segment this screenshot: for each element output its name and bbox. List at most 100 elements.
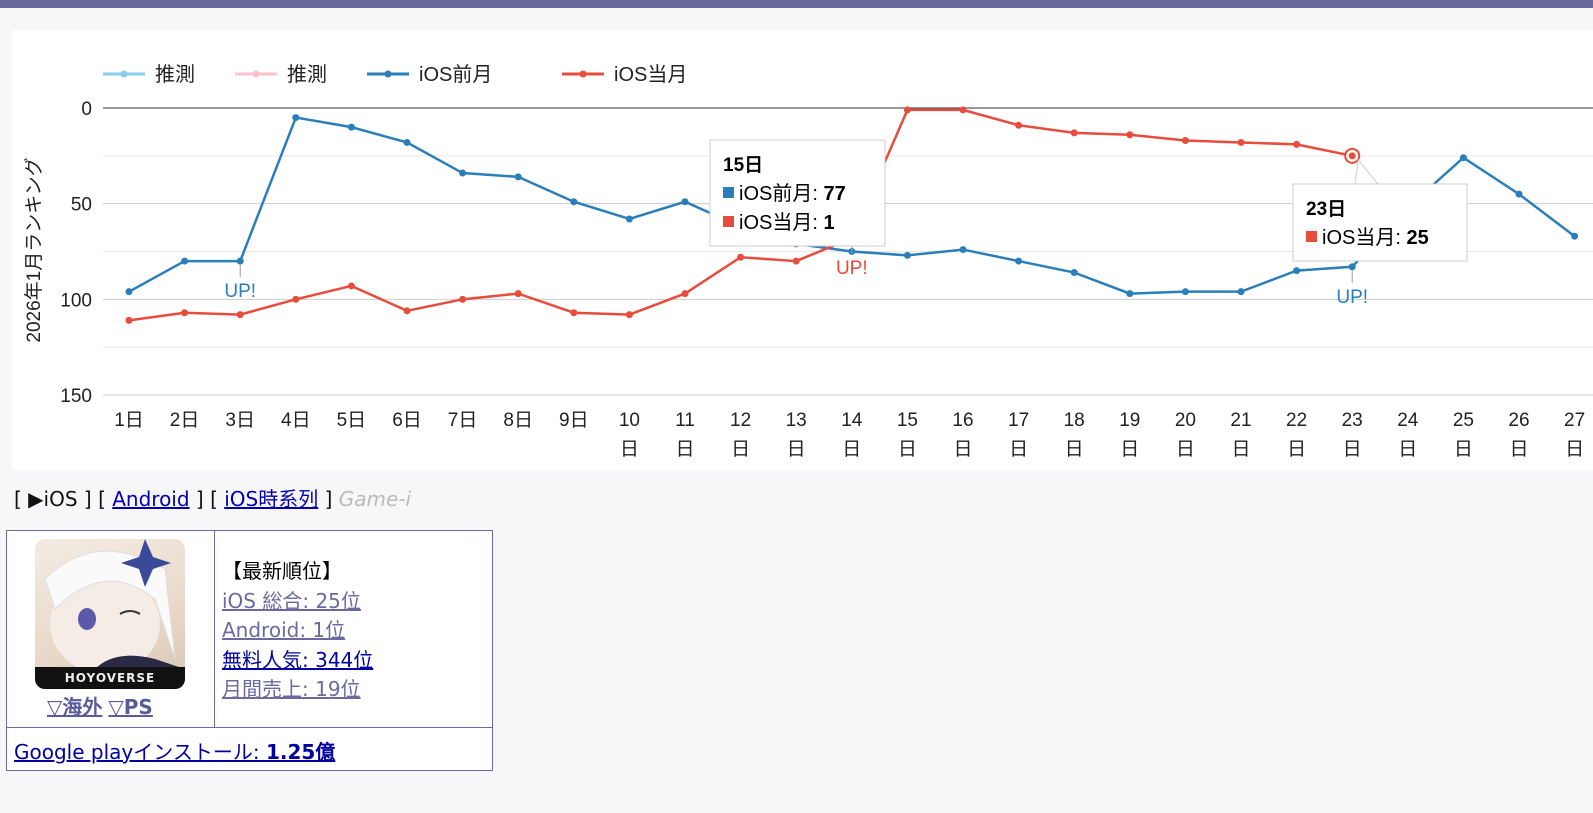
data-point bbox=[1237, 138, 1245, 146]
data-point bbox=[1015, 121, 1023, 129]
legend-marker bbox=[252, 70, 260, 78]
data-point bbox=[1015, 257, 1023, 265]
data-point bbox=[236, 311, 244, 319]
x-tick-label: 10日 bbox=[618, 410, 640, 460]
tooltip: 23日 iOS当月: 25 bbox=[1292, 158, 1468, 262]
rank-free-link[interactable]: 無料人気: 344位 bbox=[222, 647, 374, 672]
data-point bbox=[181, 257, 189, 265]
x-tick-label: 13日 bbox=[785, 410, 807, 460]
tooltip-swatch bbox=[1306, 231, 1317, 242]
overseas-link[interactable]: ▽海外 bbox=[47, 695, 103, 719]
legend-marker bbox=[579, 70, 587, 78]
y-tick-label: 100 bbox=[60, 290, 92, 311]
data-point bbox=[347, 123, 355, 131]
data-point bbox=[1070, 269, 1078, 277]
x-tick-label: 17日 bbox=[1008, 410, 1030, 460]
platform-nav: [ ▶iOS ] [ Android ] [ iOS時系列 ] Game-i bbox=[14, 487, 412, 511]
data-point bbox=[125, 288, 133, 296]
data-point bbox=[1237, 288, 1245, 296]
annotation-label: UP! bbox=[224, 281, 256, 302]
x-tick-label: 16日 bbox=[952, 410, 974, 460]
install-row: Google playインストール: 1.25億 bbox=[7, 727, 492, 771]
tooltip-row-label: iOS前月: bbox=[739, 182, 823, 205]
x-tick-label: 7日 bbox=[447, 410, 478, 431]
x-tick-label: 20日 bbox=[1174, 410, 1196, 460]
annotation-label: UP! bbox=[836, 258, 868, 279]
highlight-point bbox=[1348, 152, 1356, 160]
tooltip-box bbox=[1292, 183, 1468, 262]
tooltip-box bbox=[709, 139, 886, 247]
nav-timeseries-link[interactable]: iOS時系列 bbox=[224, 487, 319, 511]
x-tick-label: 12日 bbox=[730, 410, 752, 460]
data-point bbox=[903, 251, 911, 259]
app-info-table: HOYOVERSE ▽海外 ▽PS 【最新順位】 iOS 総合: 25位 Andr… bbox=[6, 530, 493, 771]
data-point bbox=[292, 114, 300, 122]
x-tick-label: 1日 bbox=[114, 410, 144, 431]
app-icon-image[interactable]: HOYOVERSE bbox=[35, 539, 185, 689]
nav-android-link[interactable]: Android bbox=[112, 487, 190, 511]
rank-ios-link[interactable]: iOS 総合: 25位 bbox=[222, 588, 361, 613]
tooltip-row-label: iOS当月: bbox=[1322, 226, 1406, 249]
x-tick-label: 2日 bbox=[169, 410, 200, 431]
x-tick-label: 25日 bbox=[1452, 410, 1474, 460]
rank-heading: 【最新順位】 bbox=[222, 559, 342, 583]
install-label: Google playインストール: bbox=[14, 740, 266, 764]
data-point bbox=[1070, 129, 1078, 137]
data-point bbox=[903, 106, 911, 114]
y-tick-label: 0 bbox=[81, 99, 92, 120]
x-tick-label: 27日 bbox=[1564, 410, 1586, 460]
data-point bbox=[403, 307, 411, 315]
tooltip-swatch bbox=[723, 216, 734, 227]
x-tick-label: 15日 bbox=[896, 410, 918, 460]
x-tick-label: 22日 bbox=[1286, 410, 1308, 460]
data-point bbox=[570, 198, 578, 206]
x-tick-label: 24日 bbox=[1397, 410, 1419, 460]
x-tick-label: 9日 bbox=[559, 410, 589, 431]
data-point bbox=[514, 173, 522, 181]
data-point bbox=[125, 316, 133, 324]
data-point bbox=[1293, 140, 1301, 148]
tooltip-swatch bbox=[723, 187, 734, 198]
data-point bbox=[459, 169, 467, 177]
data-point bbox=[1126, 290, 1134, 298]
rank-monthly-sales-link[interactable]: 月間売上: 19位 bbox=[222, 677, 361, 701]
x-tick-label: 21日 bbox=[1230, 410, 1252, 460]
character-illustration bbox=[44, 539, 185, 674]
data-point bbox=[681, 198, 689, 206]
x-tick-label: 19日 bbox=[1119, 410, 1141, 460]
data-point bbox=[625, 215, 633, 223]
tooltip-row-value: 1 bbox=[823, 212, 834, 234]
data-point bbox=[737, 253, 745, 261]
data-point bbox=[959, 246, 967, 254]
data-point bbox=[570, 309, 578, 317]
tooltip-row: iOS前月: 77 bbox=[739, 182, 846, 205]
legend-marker bbox=[120, 70, 128, 78]
nav-ios-current: ▶iOS bbox=[28, 487, 78, 511]
install-link[interactable]: Google playインストール: 1.25億 bbox=[14, 740, 335, 764]
tooltip-row-label: iOS当月: bbox=[739, 211, 823, 234]
data-point bbox=[1293, 267, 1301, 275]
data-point bbox=[459, 295, 467, 303]
data-point bbox=[625, 311, 633, 319]
tooltip-row-value: 77 bbox=[823, 183, 845, 205]
data-point bbox=[1348, 263, 1356, 271]
app-icon-cell: HOYOVERSE ▽海外 ▽PS bbox=[7, 531, 215, 727]
data-point bbox=[347, 282, 355, 290]
install-value: 1.25億 bbox=[265, 740, 336, 764]
tooltip-title: 15日 bbox=[723, 155, 763, 176]
data-point bbox=[514, 290, 522, 298]
legend-label: iOS前月 bbox=[419, 63, 492, 86]
legend-label: iOS当月 bbox=[614, 63, 687, 86]
y-tick-label: 50 bbox=[71, 195, 92, 216]
x-tick-label: 3日 bbox=[225, 410, 255, 431]
annotation-label: UP! bbox=[1336, 287, 1368, 308]
rank-android-link[interactable]: Android: 1位 bbox=[222, 618, 346, 642]
ps-link[interactable]: ▽PS bbox=[108, 695, 153, 719]
data-point bbox=[1515, 190, 1523, 198]
y-tick-label: 150 bbox=[60, 386, 92, 407]
x-tick-label: 18日 bbox=[1063, 410, 1085, 460]
legend-label: 推測 bbox=[155, 63, 195, 86]
latest-ranks: 【最新順位】 iOS 総合: 25位 Android: 1位 無料人気: 344… bbox=[222, 557, 373, 705]
hoyoverse-logo: HOYOVERSE bbox=[35, 667, 185, 689]
data-point bbox=[792, 257, 800, 265]
